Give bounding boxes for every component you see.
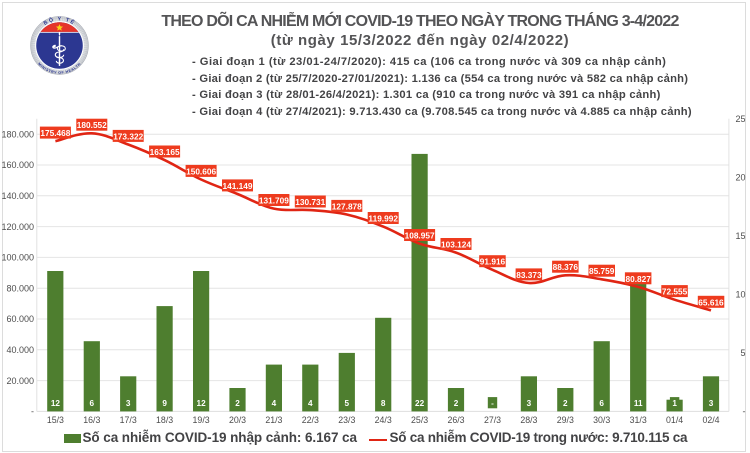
svg-text:11: 11 <box>634 399 643 408</box>
svg-text:30/3: 30/3 <box>593 415 610 425</box>
svg-text:120.000: 120.000 <box>1 222 34 232</box>
svg-text:91.916: 91.916 <box>480 257 506 267</box>
svg-text:173.322: 173.322 <box>113 131 143 141</box>
svg-text:108.957: 108.957 <box>405 231 435 241</box>
svg-text:150.606: 150.606 <box>186 166 216 176</box>
svg-text:21/3: 21/3 <box>265 415 282 425</box>
svg-text:3: 3 <box>126 399 131 408</box>
svg-text:23/3: 23/3 <box>338 415 355 425</box>
svg-text:3: 3 <box>709 399 714 408</box>
svg-text:4: 4 <box>308 399 313 408</box>
svg-text:22/3: 22/3 <box>302 415 319 425</box>
svg-text:-: - <box>743 407 746 417</box>
svg-text:2: 2 <box>235 399 240 408</box>
svg-text:25: 25 <box>735 114 745 124</box>
svg-text:5: 5 <box>740 348 745 358</box>
svg-text:31/3: 31/3 <box>630 415 647 425</box>
svg-text:127.878: 127.878 <box>332 201 362 211</box>
svg-text:12: 12 <box>197 399 207 408</box>
svg-text:27/3: 27/3 <box>484 415 501 425</box>
svg-text:83.373: 83.373 <box>516 270 542 280</box>
svg-text:1: 1 <box>672 399 677 408</box>
svg-text:2: 2 <box>454 399 459 408</box>
svg-text:29/3: 29/3 <box>557 415 574 425</box>
svg-text:3: 3 <box>527 399 532 408</box>
svg-text:119.992: 119.992 <box>368 214 398 224</box>
svg-text:5: 5 <box>345 399 350 408</box>
svg-text:15: 15 <box>735 231 745 241</box>
svg-text:6: 6 <box>90 399 95 408</box>
svg-text:80.827: 80.827 <box>626 274 652 284</box>
svg-text:17/3: 17/3 <box>120 415 137 425</box>
svg-text:8: 8 <box>381 399 386 408</box>
svg-text:40.000: 40.000 <box>6 345 34 355</box>
svg-text:26/3: 26/3 <box>447 415 464 425</box>
svg-text:16/3: 16/3 <box>83 415 100 425</box>
svg-text:88.376: 88.376 <box>553 262 579 272</box>
svg-text:163.165: 163.165 <box>150 147 180 157</box>
svg-text:18/3: 18/3 <box>156 415 173 425</box>
svg-text:103.124: 103.124 <box>441 240 471 250</box>
svg-text:6: 6 <box>599 399 604 408</box>
svg-text:15/3: 15/3 <box>47 415 64 425</box>
svg-text:20: 20 <box>735 173 745 183</box>
svg-text:10: 10 <box>735 290 745 300</box>
svg-text:60.000: 60.000 <box>6 314 34 324</box>
svg-text:65.616: 65.616 <box>698 297 724 307</box>
svg-text:28/3: 28/3 <box>520 415 537 425</box>
svg-text:100.000: 100.000 <box>1 253 34 263</box>
svg-text:BỘ Y TẾ: BỘ Y TẾ <box>43 15 77 27</box>
svg-text:02/4: 02/4 <box>702 415 719 425</box>
svg-text:160.000: 160.000 <box>1 160 34 170</box>
svg-text:20.000: 20.000 <box>6 376 34 386</box>
svg-text:24/3: 24/3 <box>375 415 392 425</box>
svg-text:19/3: 19/3 <box>193 415 210 425</box>
svg-text:131.709: 131.709 <box>259 196 289 206</box>
svg-text:9: 9 <box>162 399 167 408</box>
svg-text:-: - <box>31 407 34 417</box>
svg-text:22: 22 <box>415 399 425 408</box>
svg-text:4: 4 <box>272 399 277 408</box>
svg-text:20/3: 20/3 <box>229 415 246 425</box>
svg-text:175.468: 175.468 <box>40 128 70 138</box>
svg-text:2: 2 <box>563 399 568 408</box>
svg-text:80.000: 80.000 <box>6 283 34 293</box>
svg-text:141.149: 141.149 <box>223 181 253 191</box>
svg-text:180.552: 180.552 <box>77 120 107 130</box>
svg-text:130.731: 130.731 <box>295 197 325 207</box>
svg-text:180.000: 180.000 <box>1 129 34 139</box>
svg-text:72.555: 72.555 <box>662 287 688 297</box>
svg-text:01/4: 01/4 <box>666 415 683 425</box>
svg-text:25/3: 25/3 <box>411 415 428 425</box>
svg-text:-: - <box>491 399 494 408</box>
svg-text:85.759: 85.759 <box>589 266 615 276</box>
svg-text:140.000: 140.000 <box>1 191 34 201</box>
svg-text:12: 12 <box>51 399 61 408</box>
